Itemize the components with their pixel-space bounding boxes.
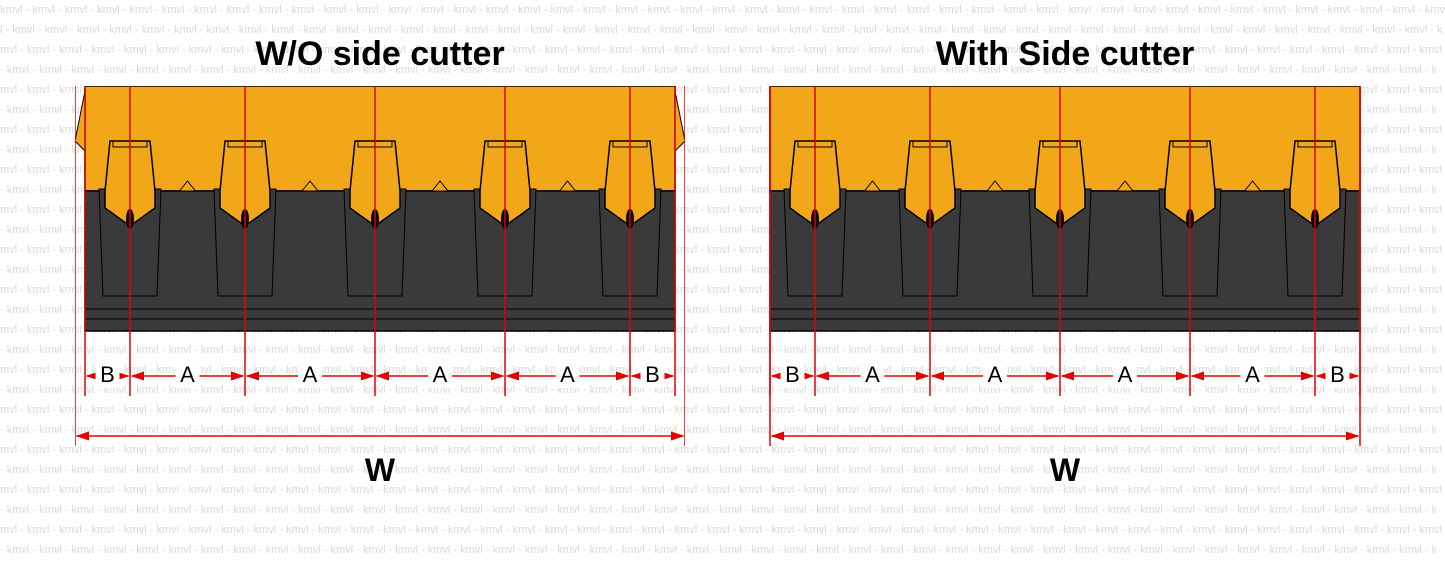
svg-text:A: A — [560, 362, 575, 387]
panel-right: With Side cutter B A A A A B W — [760, 35, 1370, 486]
title-right: With Side cutter — [760, 35, 1370, 74]
diagram-left: B A A A A B W — [75, 86, 685, 486]
svg-text:A: A — [1245, 362, 1260, 387]
svg-text:B: B — [100, 362, 115, 387]
svg-text:A: A — [988, 362, 1003, 387]
svg-text:A: A — [303, 362, 318, 387]
svg-text:W: W — [365, 452, 396, 488]
panel-left: W/O side cutter B A A A A B W — [75, 35, 685, 486]
diagram-right: B A A A A B W — [760, 86, 1370, 486]
svg-text:A: A — [1118, 362, 1133, 387]
diagram-container: W/O side cutter B A A A A B W With Side cutter… — [0, 0, 1445, 562]
svg-text:A: A — [433, 362, 448, 387]
svg-text:W: W — [1050, 452, 1081, 488]
svg-text:B: B — [1330, 362, 1345, 387]
title-left: W/O side cutter — [75, 35, 685, 74]
svg-text:A: A — [180, 362, 195, 387]
svg-text:A: A — [865, 362, 880, 387]
svg-text:B: B — [785, 362, 800, 387]
svg-text:B: B — [645, 362, 660, 387]
